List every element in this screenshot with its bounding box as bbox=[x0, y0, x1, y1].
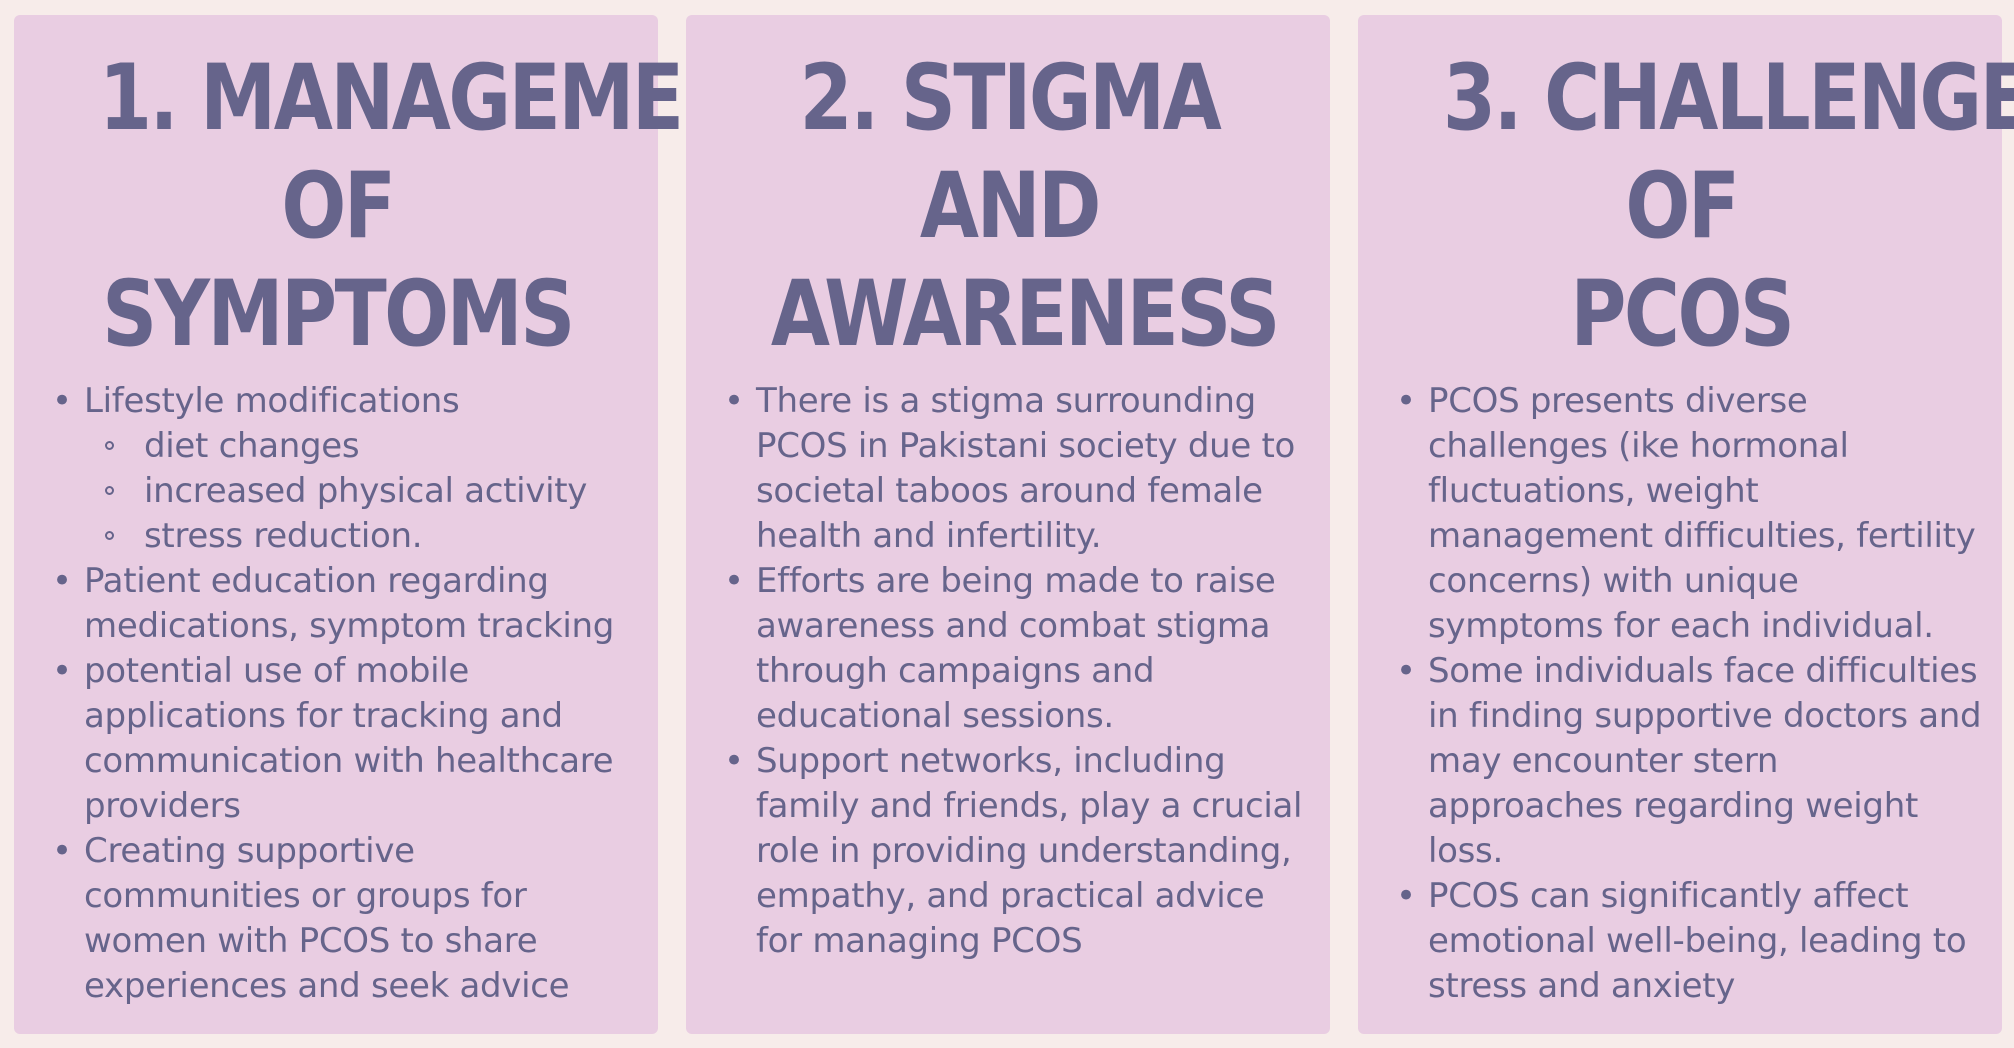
card-title: 3. CHALLENGES OF PCOS bbox=[1442, 45, 2014, 369]
card-title-line: AND bbox=[919, 154, 1102, 259]
bullet-item: Patient education regarding medications,… bbox=[52, 559, 638, 649]
sub-bullet-item: stress reduction. bbox=[84, 514, 638, 559]
card-title-line: SYMPTOMS bbox=[102, 262, 575, 367]
bullet-item: Some individuals face difficulties in fi… bbox=[1396, 649, 1982, 874]
card-title-line: PCOS bbox=[1570, 262, 1795, 367]
bullet-item: There is a stigma surrounding PCOS in Pa… bbox=[724, 379, 1310, 559]
sub-bullet-list: diet changes increased physical activity… bbox=[84, 424, 638, 559]
bullet-text: Lifestyle modifications bbox=[84, 381, 460, 421]
card-management-of-symptoms: 1. MANAGEMENT OF SYMPTOMS Lifestyle modi… bbox=[14, 15, 795, 1034]
card-title-line: 1. MANAGEMENT bbox=[98, 46, 795, 151]
bullet-item: PCOS presents diverse challenges (ike ho… bbox=[1396, 379, 1982, 649]
card-title: 1. MANAGEMENT OF SYMPTOMS bbox=[98, 45, 795, 369]
card-stigma-and-awareness: 2. STIGMA AND AWARENESS There is a stigm… bbox=[686, 15, 1330, 1034]
bullet-list: There is a stigma surrounding PCOS in Pa… bbox=[724, 379, 1310, 964]
bullet-item: Efforts are being made to raise awarenes… bbox=[724, 559, 1310, 739]
sub-bullet-item: increased physical activity bbox=[84, 469, 638, 514]
sub-bullet-item: diet changes bbox=[84, 424, 638, 469]
bullet-item: PCOS can significantly affect emotional … bbox=[1396, 874, 1982, 1009]
bullet-list: PCOS presents diverse challenges (ike ho… bbox=[1396, 379, 1982, 1009]
card-title-line: OF bbox=[1625, 154, 1740, 259]
card-title-line: OF bbox=[281, 154, 396, 259]
bullet-list: Lifestyle modifications diet changes inc… bbox=[52, 379, 638, 1009]
card-title: 2. STIGMA AND AWARENESS bbox=[770, 45, 1281, 369]
card-title-line: AWARENESS bbox=[770, 262, 1281, 367]
card-title-line: 2. STIGMA bbox=[799, 46, 1222, 151]
bullet-item: Support networks, including family and f… bbox=[724, 739, 1310, 964]
card-challenges-of-pcos: 3. CHALLENGES OF PCOS PCOS presents dive… bbox=[1358, 15, 2014, 1034]
bullet-item: potential use of mobile applications for… bbox=[52, 649, 638, 829]
bullet-item: Creating supportive communities or group… bbox=[52, 829, 638, 1009]
bullet-item: Lifestyle modifications diet changes inc… bbox=[52, 379, 638, 559]
card-title-line: 3. CHALLENGES bbox=[1442, 46, 2014, 151]
